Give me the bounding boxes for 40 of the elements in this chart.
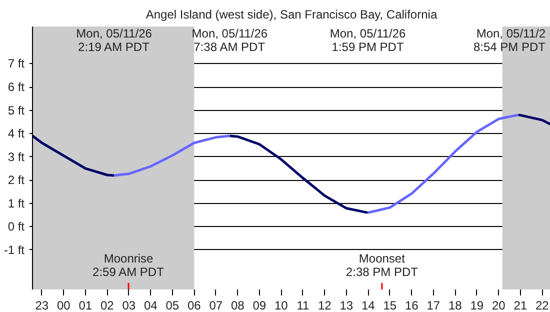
x-tick-label: 05 bbox=[166, 298, 180, 312]
x-tick-label: 04 bbox=[144, 298, 158, 312]
y-tick-label: -1 ft bbox=[4, 242, 26, 257]
x-tick-label: 07 bbox=[209, 298, 223, 312]
x-tick-label: 03 bbox=[122, 298, 136, 312]
x-tick-label: 22 bbox=[535, 298, 550, 312]
x-tick-label: 20 bbox=[492, 298, 506, 312]
ref-line-label: Moonrise 2:59 AM PDT bbox=[92, 252, 165, 279]
annotation: Mon, 05/11/26 1:59 PM PDT bbox=[330, 26, 406, 54]
ref-line-label: Moonset 2:38 PM PDT bbox=[346, 252, 419, 279]
y-tick-label: 0 ft bbox=[8, 220, 26, 234]
x-tick-label: 11 bbox=[296, 298, 310, 312]
x-tick-label: 12 bbox=[318, 298, 332, 312]
x-tick-label: 08 bbox=[230, 298, 245, 312]
y-tick-label: 2 ft bbox=[8, 173, 26, 188]
x-tick-label: 01 bbox=[78, 298, 92, 312]
x-tick-label: 00 bbox=[57, 298, 71, 312]
x-tick-label: 14 bbox=[361, 298, 376, 312]
y-tick-label: 6 ft bbox=[8, 80, 26, 94]
y-tick-label: 1 ft bbox=[8, 196, 26, 210]
x-tick-label: 16 bbox=[404, 298, 419, 312]
annotation: Mon, 05/11/26 7:38 AM PDT bbox=[192, 26, 268, 54]
y-tick-label: 4 ft bbox=[8, 126, 26, 141]
y-tick-label: 5 ft bbox=[8, 103, 26, 118]
x-tick-label: 09 bbox=[252, 298, 266, 312]
annotation: Mon, 05/11/26 2:19 AM PDT bbox=[76, 26, 152, 54]
x-tick-label: 15 bbox=[383, 298, 397, 312]
x-tick-label: 06 bbox=[187, 298, 202, 312]
x-tick-label: 18 bbox=[448, 298, 462, 312]
y-tick-label: 7 ft bbox=[8, 56, 26, 71]
x-tick-label: 19 bbox=[470, 298, 484, 312]
x-tick-label: 10 bbox=[274, 298, 288, 312]
y-tick-label: 3 ft bbox=[8, 150, 26, 164]
x-tick-label: 21 bbox=[514, 298, 528, 312]
x-tick-label: 02 bbox=[100, 298, 114, 312]
x-tick-label: 17 bbox=[426, 298, 440, 312]
annotation: Mon, 05/11/2 8:54 PM PDT bbox=[473, 26, 546, 54]
x-tick-label: 13 bbox=[340, 298, 354, 312]
chart-title: Angel Island (west side), San Francisco Bay, California bbox=[146, 8, 438, 22]
x-tick-label: 23 bbox=[35, 298, 49, 312]
